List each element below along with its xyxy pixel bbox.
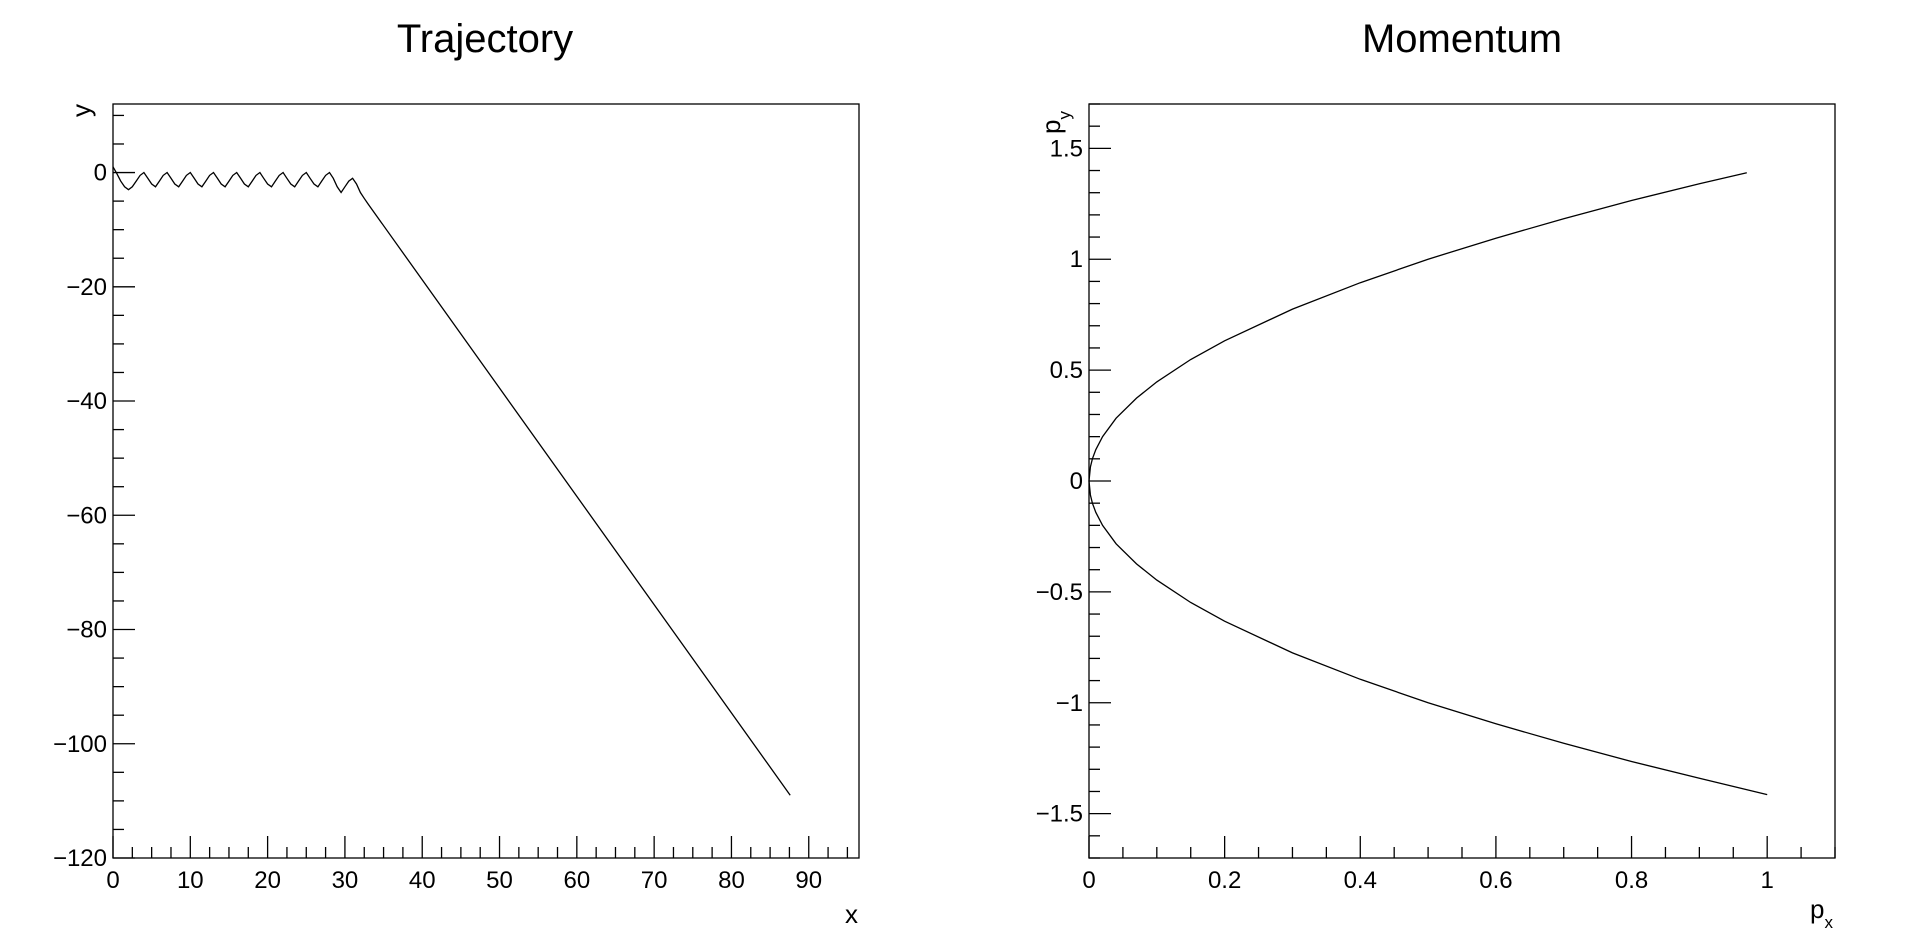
y-tick-label: 1 — [1070, 246, 1083, 273]
x-tick-label: 80 — [718, 867, 745, 894]
trajectory-panel: Trajectory 0 10 20 30 40 50 60 70 80 90 0 −20 −40 −6… — [53, 17, 860, 929]
momentum-panel: Momentum 0 0.2 0.4 0.6 0.8 1 1.5 1 0.5 0 −0.5 −1 −1… — [1036, 17, 1836, 932]
x-tick-label: 30 — [332, 867, 359, 894]
trajectory-title: Trajectory — [397, 17, 573, 61]
momentum-title: Momentum — [1362, 17, 1562, 61]
y-tick-label: −1 — [1056, 690, 1083, 717]
y-tick-label: −120 — [53, 845, 107, 872]
trajectory-y-ticks: 0 −20 −40 −60 −80 −100 −120 — [53, 114, 135, 872]
y-tick-label: −100 — [53, 731, 107, 758]
x-tick-label: 0 — [1082, 867, 1095, 894]
y-tick-label: −1.5 — [1036, 801, 1083, 828]
x-tick-label: 50 — [486, 867, 513, 894]
momentum-y-axis-label-subscript: y — [1055, 111, 1074, 120]
momentum-plot-frame — [1088, 103, 1836, 859]
x-tick-label: 90 — [795, 867, 822, 894]
y-tick-label: −0.5 — [1036, 579, 1083, 606]
y-tick-label: −80 — [66, 617, 107, 644]
y-tick-label: 1.5 — [1050, 135, 1083, 162]
trajectory-x-ticks: 0 10 20 30 40 50 60 70 80 90 — [106, 836, 849, 894]
trajectory-y-axis-label: y — [66, 104, 96, 117]
y-tick-label: 0.5 — [1050, 357, 1083, 384]
x-tick-label: 1 — [1761, 867, 1774, 894]
momentum-y-axis-label-main: p — [1036, 120, 1066, 134]
y-tick-label: −40 — [66, 388, 107, 415]
momentum-x-axis-label: px — [1810, 894, 1833, 932]
y-tick-label: 0 — [94, 160, 107, 187]
series-line — [1088, 172, 1768, 796]
x-tick-label: 0.6 — [1479, 867, 1512, 894]
momentum-x-axis-label-main: p — [1810, 894, 1824, 924]
x-tick-label: 0.4 — [1344, 867, 1377, 894]
x-tick-label: 0.8 — [1615, 867, 1648, 894]
x-tick-label: 0.2 — [1208, 867, 1241, 894]
momentum-x-axis-label-subscript: x — [1824, 913, 1833, 932]
momentum-x-ticks: 0 0.2 0.4 0.6 0.8 1 — [1082, 836, 1836, 894]
trajectory-x-axis-label: x — [845, 899, 858, 929]
y-tick-label: −60 — [66, 502, 107, 529]
x-tick-label: 20 — [254, 867, 281, 894]
x-tick-label: 10 — [177, 867, 204, 894]
x-tick-label: 70 — [641, 867, 668, 894]
y-tick-label: −20 — [66, 274, 107, 301]
momentum-y-ticks: 1.5 1 0.5 0 −0.5 −1 −1.5 — [1036, 103, 1111, 859]
momentum-y-axis-label: py — [1036, 111, 1074, 134]
x-tick-label: 40 — [409, 867, 436, 894]
x-tick-label: 0 — [106, 867, 119, 894]
momentum-series — [1088, 172, 1768, 796]
series-line — [112, 166, 791, 796]
x-tick-label: 60 — [563, 867, 590, 894]
y-tick-label: 0 — [1070, 468, 1083, 495]
trajectory-plot-frame — [112, 103, 860, 859]
trajectory-series — [112, 166, 791, 796]
